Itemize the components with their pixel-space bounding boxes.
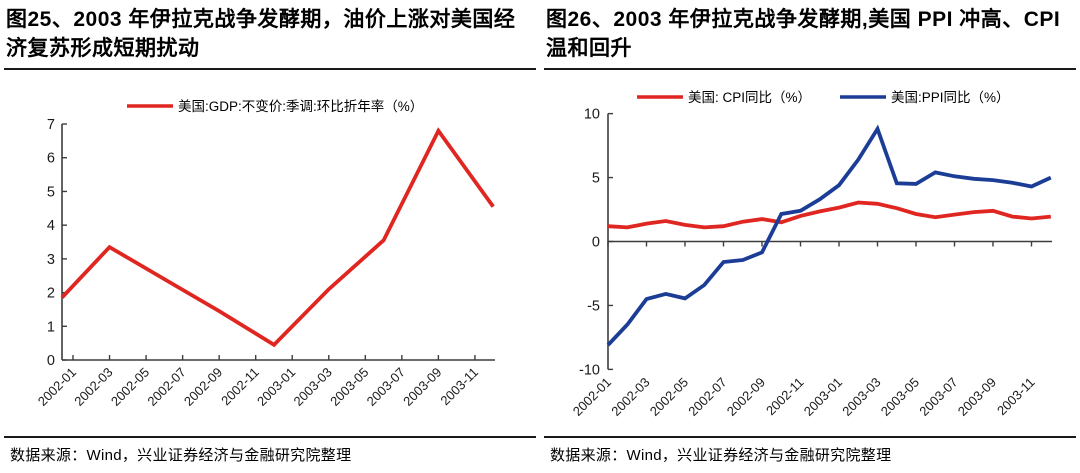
x-tick-label: 2003-05: [878, 375, 922, 419]
figure-25-title: 图25、2003 年伊拉克战争发酵期，油价上涨对美国经济复苏形成短期扰动: [6, 8, 516, 60]
figure-25-title-rule: [4, 68, 536, 70]
figure-25: 图25、2003 年伊拉克战争发酵期，油价上涨对美国经济复苏形成短期扰动 美国:…: [4, 8, 536, 468]
figure-26-source: 数据来源：Wind，兴业证券经济与金融研究院整理: [544, 436, 1076, 468]
y-tick-label: 2: [47, 286, 55, 302]
x-tick-label: 2002-05: [647, 375, 691, 419]
x-tick-label: 2002-01: [570, 375, 614, 419]
series-line-gdp: [60, 127, 495, 348]
series-line-ppi: [606, 124, 1052, 347]
x-tick-label: 2003-03: [291, 365, 335, 409]
x-tick-label: 2003-09: [400, 365, 444, 409]
x-tick-label: 2002-11: [763, 375, 807, 419]
figure-26: 图26、2003 年伊拉克战争发酵期,美国 PPI 冲高、CPI 温和回升 美国…: [540, 0, 1080, 473]
x-tick-label: 2002-07: [685, 375, 729, 419]
x-tick-label: 2003-01: [801, 375, 845, 419]
x-tick-label: 2002-07: [144, 365, 188, 409]
legend-label: 美国: CPI同比（%）: [688, 90, 811, 105]
figure-25-source: 数据来源：Wind，兴业证券经济与金融研究院整理: [4, 436, 536, 468]
legend-label: 美国:PPI同比（%）: [891, 90, 1010, 105]
x-tick-label: 2002-09: [181, 365, 225, 409]
y-tick-label: -10: [579, 362, 600, 378]
x-tick-label: 2003-05: [327, 365, 371, 409]
y-tick-label: 6: [47, 151, 55, 167]
x-tick-label: 2003-07: [364, 365, 408, 409]
x-tick-label: 2003-11: [437, 365, 481, 409]
y-tick-label: -5: [587, 298, 600, 314]
y-tick-label: 5: [592, 171, 600, 187]
y-tick-label: 0: [47, 353, 55, 369]
y-tick-label: 10: [584, 107, 600, 123]
figure-26-title-rule: [544, 68, 1076, 70]
x-tick-label: 2002-03: [71, 365, 115, 409]
x-tick-label: 2003-03: [839, 375, 883, 419]
figure-26-title: 图26、2003 年伊拉克战争发酵期,美国 PPI 冲高、CPI 温和回升: [546, 8, 1061, 60]
x-tick-label: 2003-07: [916, 375, 960, 419]
x-tick-label: 2002-11: [218, 365, 262, 409]
y-tick-label: 5: [47, 184, 55, 200]
x-tick-label: 2002-09: [724, 375, 768, 419]
legend-label: 美国:GDP:不变价:季调:环比折年率（%）: [178, 98, 423, 114]
y-tick-label: 1: [47, 319, 55, 335]
y-tick-label: 7: [47, 117, 55, 133]
y-tick-label: 4: [47, 218, 55, 234]
x-tick-label: 2002-01: [35, 365, 79, 409]
gdp-line-chart: 美国:GDP:不变价:季调:环比折年率（%）012345672002-01200…: [35, 98, 495, 409]
x-tick-label: 2003-11: [994, 375, 1038, 419]
y-tick-label: 3: [47, 252, 55, 268]
y-tick-label: 0: [592, 235, 600, 251]
x-tick-label: 2003-09: [955, 375, 999, 419]
series-line-cpi: [607, 200, 1051, 230]
x-tick-label: 2002-03: [608, 375, 652, 419]
x-tick-label: 2003-01: [254, 365, 298, 409]
cpi-ppi-line-chart: 美国: CPI同比（%） 美国:PPI同比（%）1050-5-102002-012…: [570, 90, 1052, 419]
x-tick-label: 2002-05: [108, 365, 152, 409]
